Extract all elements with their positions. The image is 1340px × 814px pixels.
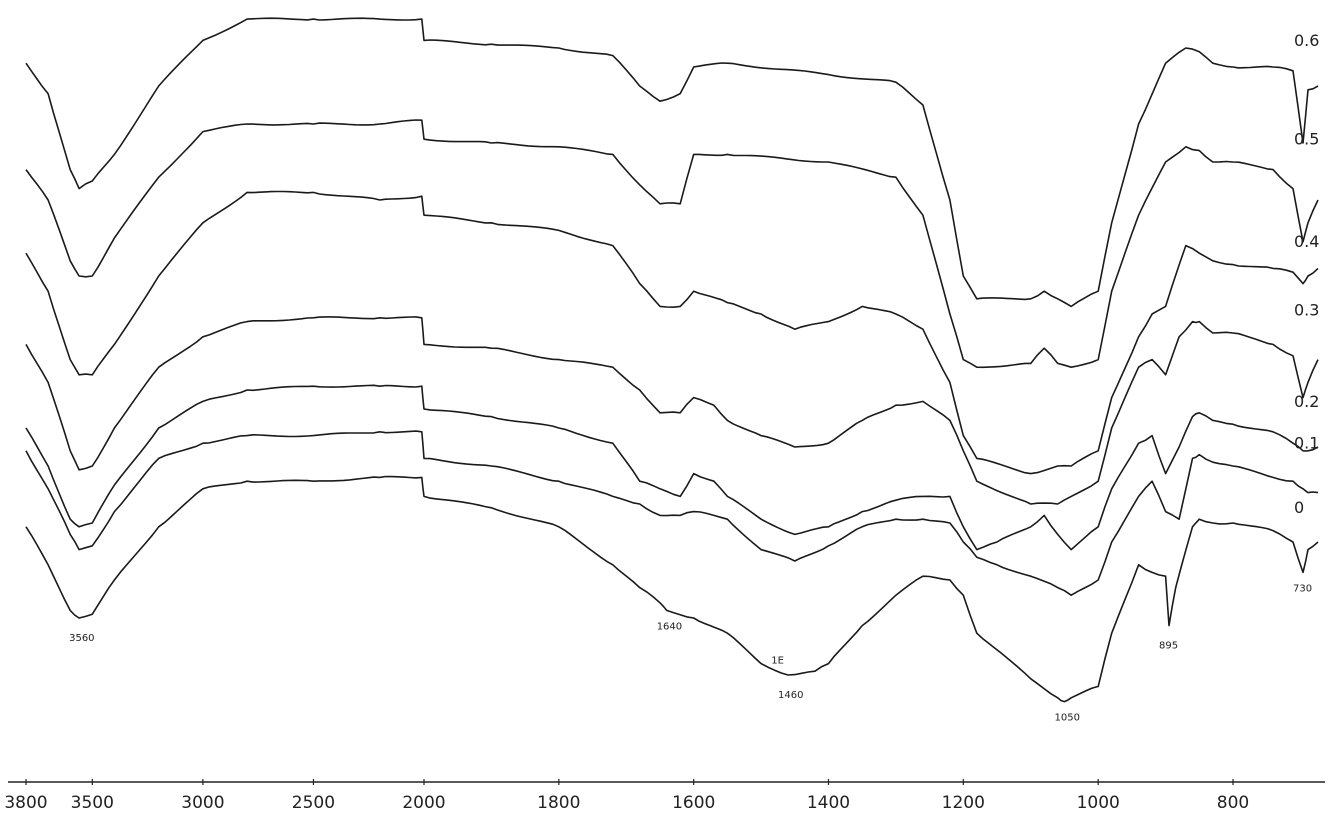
x-tick-label: 2500: [292, 793, 335, 813]
x-tick-label: 2000: [402, 793, 445, 813]
series-line-0-4: [25, 190, 1319, 475]
peak-annotation: 1460: [778, 690, 803, 701]
series-label-0-6: 0.6: [1294, 31, 1319, 50]
series-line-0-1: [25, 430, 1319, 596]
peak-annotation: 1E: [771, 656, 784, 667]
series-line-0-3: [25, 316, 1319, 505]
series-label-0-5: 0.5: [1294, 130, 1319, 149]
x-tick-label: 800: [1217, 793, 1249, 813]
series-label-0: 0: [1294, 498, 1304, 517]
x-tick-label: 3000: [181, 793, 224, 813]
x-tick-label: 1800: [537, 793, 580, 813]
peak-annotation: 730: [1293, 583, 1312, 594]
x-tick-label: 1400: [807, 793, 850, 813]
peak-annotation: 1050: [1055, 713, 1080, 724]
peak-annotation: 1640: [657, 621, 682, 632]
series-label-0-1: 0.1: [1294, 434, 1319, 453]
series-labels-layer: 0.6 0.5 0.4 0.3 0.2 0.1 0: [1294, 31, 1319, 517]
series-line-0-2: [25, 384, 1319, 551]
series-line-0-5: [25, 119, 1319, 369]
x-tick-label: 1200: [942, 793, 985, 813]
traces-layer: [25, 17, 1319, 703]
series-label-0-2: 0.2: [1294, 392, 1319, 411]
x-tick-label: 3500: [71, 793, 114, 813]
x-tick-label: 1600: [672, 793, 715, 813]
x-tick-label: 1000: [1077, 793, 1120, 813]
x-tick-label: 3800: [4, 793, 47, 813]
x-axis: 3800 3500 3000 2500 2000 1800 1600 1400 1200 1000…: [4, 779, 1325, 813]
peak-annotation: 895: [1159, 640, 1178, 651]
series-line-0-6: [25, 17, 1319, 308]
series-label-0-3: 0.3: [1294, 301, 1319, 320]
annotations-layer: 3560 1640 1460 1E 1050 895 730: [69, 583, 1312, 723]
peak-annotation: 3560: [69, 633, 94, 644]
series-line-0: [25, 475, 1319, 703]
series-label-0-4: 0.4: [1294, 232, 1319, 251]
